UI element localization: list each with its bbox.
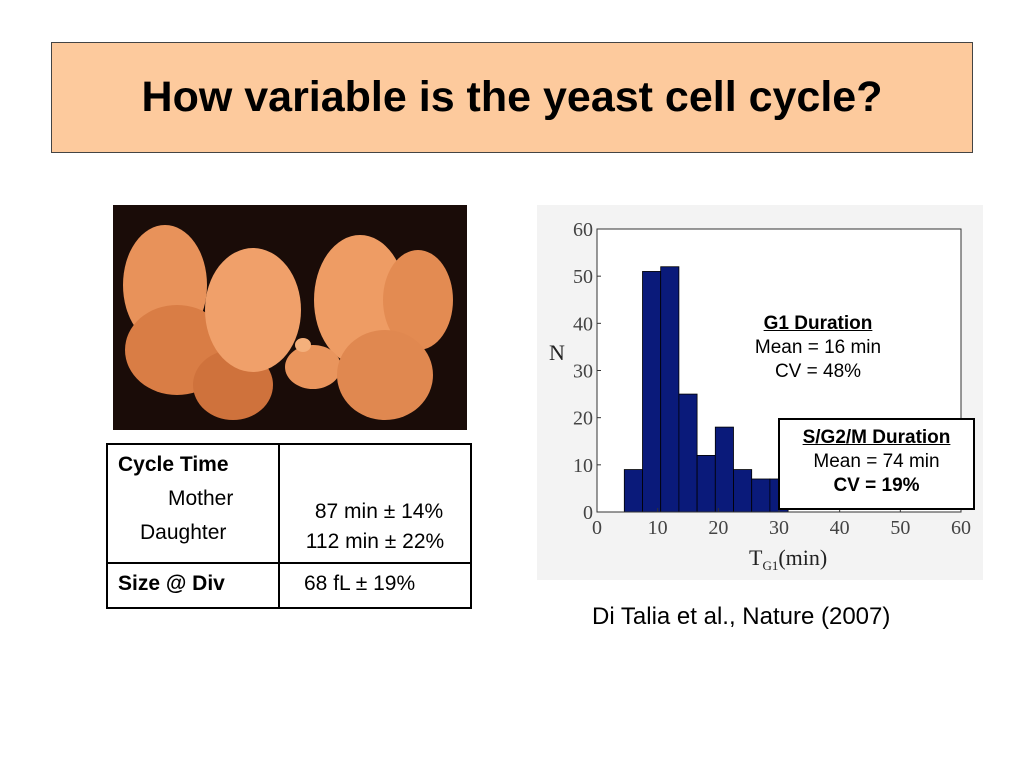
x-tick-label: 0 [592,517,602,539]
y-tick-label: 0 [583,502,593,524]
table-cell: 87 min ± 14% 112 min ± 22% [278,443,472,564]
histogram: 0 10 20 30 40 50 60 0 10 20 30 40 50 60 N TG1(min) [537,205,983,580]
data-table: Cycle Time Mother Daughter 87 min ± 14% … [106,443,472,610]
bar [660,266,680,513]
annotation-line: CV = 48% [774,361,862,382]
x-axis-label: TG1(min) [749,545,827,573]
cell-text: 68 fL ± 19% [304,571,416,595]
y-tick-label: 10 [573,455,593,477]
y-axis-label: N [549,340,565,365]
x-tick-label: 10 [648,517,668,539]
row-label: Daughter [140,521,227,544]
x-label-rest: (min) [778,545,827,570]
cell-text: 87 min ± 14% [314,499,444,523]
x-tick-label: 60 [951,517,971,539]
row-heading: Size @ Div [118,571,225,595]
y-tick-label: 30 [573,361,593,383]
table-cell: Size @ Div [106,561,280,610]
slide-title: How variable is the yeast cell cycle? [51,42,973,153]
cell-text: 112 min ± 22% [305,529,445,553]
annotation-line: Mean = 16 min [754,337,882,358]
x-label-main: T [749,545,763,570]
bar [696,454,716,513]
y-tick-label: 60 [573,219,593,241]
y-tick-label: 50 [573,266,593,288]
y-tick-label: 20 [573,408,593,430]
annotation: G1 Duration Mean = 16 min CV = 48% [718,312,918,384]
row-label: Mother [168,487,234,510]
annotation-box: S/G2/M Duration Mean = 74 min CV = 19% [778,418,975,510]
bar [623,469,643,513]
row-heading: Cycle Time [118,453,229,476]
annotation-line: CV = 19% [833,475,920,496]
x-label-sub: G1 [762,558,778,573]
annotation-line: Mean = 74 min [813,451,940,472]
x-tick-label: 40 [830,517,850,539]
table-cell: 68 fL ± 19% [278,561,472,610]
x-tick-label: 20 [708,517,728,539]
bar [751,478,771,513]
annotation-heading: G1 Duration [763,313,873,334]
y-tick-label: 40 [573,313,593,335]
citation: Di Talia et al., Nature (2007) [592,603,891,630]
annotation-heading: S/G2/M Duration [802,427,951,448]
bar [642,271,662,513]
table-row: Cycle Time Mother Daughter 87 min ± 14% … [106,443,472,564]
table-cell: Cycle Time Mother Daughter [106,443,280,564]
yeast-photo [113,205,467,430]
x-tick-label: 50 [890,517,910,539]
bar [678,393,698,513]
bar [733,469,753,513]
bar [714,426,734,513]
x-tick-label: 30 [769,517,789,539]
table-row: Size @ Div 68 fL ± 19% [106,561,472,610]
